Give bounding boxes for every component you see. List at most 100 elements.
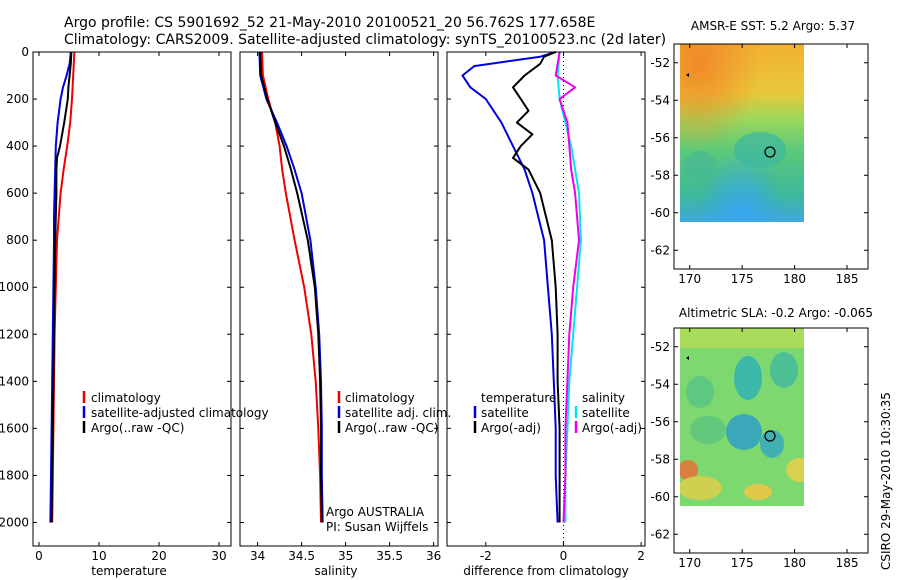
- sst-map-frame: [673, 43, 869, 270]
- sla-field-band: [680, 328, 804, 348]
- map-x-tick-label: 180: [783, 556, 806, 570]
- sst-blob: [734, 132, 786, 168]
- x-tick-label: 10: [91, 549, 106, 563]
- x-tick-label: 35.5: [376, 549, 403, 563]
- map-y-tick-label: -54: [650, 93, 670, 107]
- sla-blob: [770, 352, 798, 388]
- sla-warm-blob: [786, 458, 804, 482]
- y-tick-label: 800: [6, 233, 29, 247]
- legend-temp-satellite: satellite: [481, 406, 529, 420]
- sst-cold-patch: [680, 44, 804, 222]
- salinity-xlabel: salinity: [314, 564, 357, 578]
- legend-climatology: climatology: [91, 391, 161, 405]
- difference-series-group: [461, 51, 582, 523]
- sst-map-panel: AMSR-E SST: 5.2 Argo: 5.37 -52-54-56-58-…: [650, 19, 869, 286]
- y-tick-label: 1200: [0, 327, 29, 341]
- x-tick-label: 0: [35, 549, 43, 563]
- map-y-tick-label: -62: [650, 243, 670, 257]
- x-tick-label: 2: [637, 549, 645, 563]
- y-tick-label: 2000: [0, 515, 29, 529]
- map-y-tick-label: -60: [650, 490, 670, 504]
- difference-axes-frame: [446, 51, 646, 547]
- series-line-climatology: [261, 51, 322, 523]
- y-tick-label: 1600: [0, 421, 29, 435]
- legend-satellite-adj: satellite adj. clim.: [345, 406, 451, 420]
- legend-sal-argo: Argo(-adj): [582, 421, 642, 435]
- sla-blob: [734, 356, 762, 400]
- map-y-tick-label: -52: [650, 340, 670, 354]
- y-tick-label: 600: [6, 186, 29, 200]
- argo-position-marker: [764, 430, 776, 442]
- salinity-series-group: [258, 51, 324, 523]
- x-tick-label: 35: [338, 549, 353, 563]
- sst-map-ticks: -52 -54 -56 -58 -60 -62 170 175 180 185: [650, 44, 868, 286]
- x-tick-label: 0: [560, 549, 568, 563]
- float-owner-annotation: Argo AUSTRALIA: [326, 505, 425, 519]
- series-line-temperature-argo-adj: [512, 51, 561, 523]
- temperature-series-group: [49, 51, 76, 523]
- sla-warm-blob: [744, 484, 772, 500]
- sla-map-frame: [673, 327, 869, 554]
- series-line-argo-raw-qc: [259, 51, 323, 523]
- temperature-ticks: 0 200 400 600 800 1000 1200 1400 1600 1800 2000 0 10…: [0, 45, 231, 563]
- map-x-tick-label: 170: [678, 556, 701, 570]
- difference-legend-temperature: temperature satellite Argo(-adj): [473, 391, 556, 435]
- y-tick-label: 400: [6, 139, 29, 153]
- figure-title-line1: Argo profile: CS 5901692_52 21-May-2010 …: [64, 15, 595, 31]
- y-tick-label: 1400: [0, 374, 29, 388]
- x-tick-label: 34: [250, 549, 265, 563]
- sla-blob: [690, 416, 726, 444]
- difference-xlabel: difference from climatology: [463, 564, 629, 578]
- series-line-satellite-adj-clim: [258, 51, 324, 523]
- legend-temp-argo: Argo(-adj): [481, 421, 541, 435]
- y-tick-label: 200: [6, 92, 29, 106]
- sla-field: [680, 328, 804, 506]
- temperature-xlabel: temperature: [91, 564, 166, 578]
- salinity-ticks: 34 34.5 35 35.5 36: [240, 51, 441, 563]
- series-line-salinity-satellite: [556, 51, 582, 523]
- small-arrow-marker: [686, 356, 689, 360]
- map-x-tick-label: 175: [731, 272, 754, 286]
- map-y-tick-label: -58: [650, 168, 670, 182]
- map-y-tick-label: -56: [650, 131, 670, 145]
- y-tick-label: 0: [21, 45, 29, 59]
- legend-climatology: climatology: [345, 391, 415, 405]
- legend-argo: Argo(..raw -QC): [345, 421, 438, 435]
- series-line-temperature-satellite: [461, 51, 559, 523]
- sla-map-ticks: -52 -54 -56 -58 -60 -62 170 175 180 185: [650, 328, 868, 570]
- legend-salinity-heading: salinity: [582, 391, 625, 405]
- map-y-tick-label: -60: [650, 206, 670, 220]
- sla-blob: [686, 376, 714, 408]
- legend-satellite-adjusted: satellite-adjusted climatology: [91, 406, 269, 420]
- map-x-tick-label: 180: [783, 272, 806, 286]
- sla-warm-blob: [680, 476, 722, 500]
- side-timestamp-label: CSIRO 29-May-2010 10:30:35: [879, 392, 893, 570]
- small-arrow-marker: [686, 73, 689, 77]
- map-y-tick-label: -58: [650, 452, 670, 466]
- sla-warm-blob: [680, 460, 698, 480]
- sla-blob: [760, 430, 784, 458]
- difference-ticks: -2 0 2: [447, 51, 645, 563]
- sla-blob: [726, 414, 762, 450]
- map-y-tick-label: -52: [650, 56, 670, 70]
- temperature-panel: 0 200 400 600 800 1000 1200 1400 1600 1800 2000 0 10…: [0, 45, 269, 578]
- legend-temperature-heading: temperature: [481, 391, 556, 405]
- map-x-tick-label: 185: [836, 272, 859, 286]
- series-line-satellite-adjusted-climatology: [49, 51, 72, 523]
- temperature-legend: climatology satellite-adjusted climatolo…: [82, 391, 269, 435]
- series-line-argo-raw-qc: [50, 51, 73, 523]
- x-tick-label: 30: [211, 549, 226, 563]
- difference-panel: -2 0 2 difference from climatology tempera…: [446, 51, 646, 578]
- map-x-tick-label: 170: [678, 272, 701, 286]
- salinity-panel: 34 34.5 35 35.5 36 salinity climatology sate…: [239, 51, 451, 578]
- map-x-tick-label: 175: [731, 556, 754, 570]
- salinity-axes-frame: [239, 51, 439, 547]
- temperature-axes-frame: [32, 51, 232, 547]
- sst-blob: [684, 151, 716, 179]
- map-y-tick-label: -62: [650, 527, 670, 541]
- argo-position-marker: [764, 146, 776, 158]
- x-tick-label: -2: [480, 549, 492, 563]
- difference-legend-salinity: salinity satellite Argo(-adj): [574, 391, 642, 435]
- legend-sal-satellite: satellite: [582, 406, 630, 420]
